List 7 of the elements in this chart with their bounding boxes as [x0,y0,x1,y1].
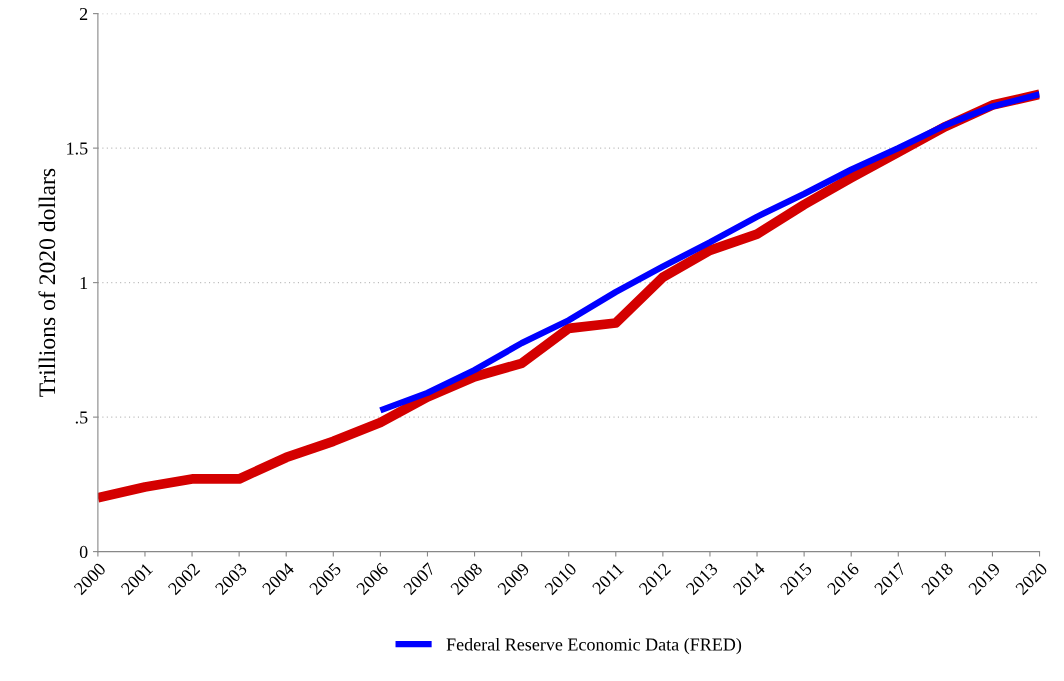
y-tick-label: 1.5 [67,142,88,155]
y-tick-label: .5 [75,411,88,424]
y-axis-title: Trillions of 2020 dollars [38,168,56,397]
legend-label: Federal Reserve Economic Data (FRED) [446,637,742,655]
y-tick-label: 2 [79,7,88,20]
y-tick-label: 0 [79,545,88,559]
y-tick-label: 1 [80,276,88,289]
